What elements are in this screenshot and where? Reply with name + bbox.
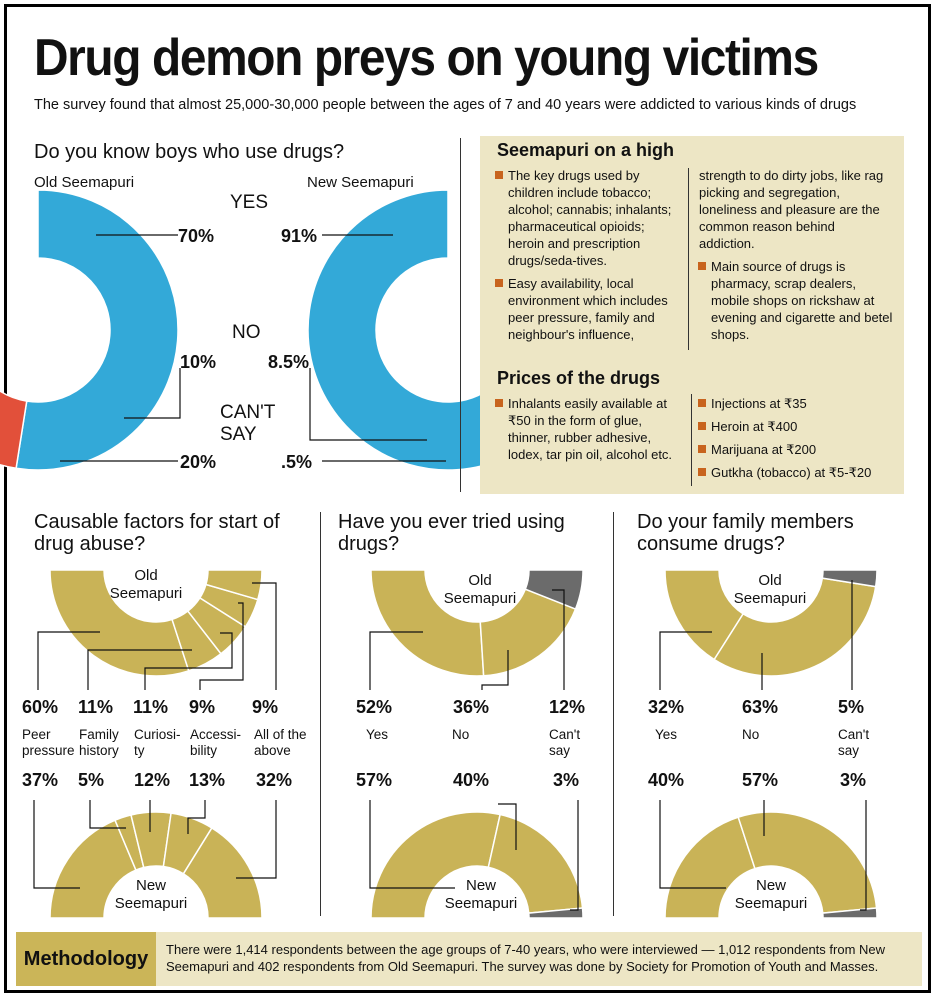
page-title: Drug demon preys on young victims — [34, 29, 819, 87]
infographic-frame — [4, 4, 931, 993]
divider-vertical-top — [460, 138, 461, 492]
f1-label-5: All of the above — [254, 727, 307, 758]
f2-new-name: New Seemapuri — [444, 877, 518, 912]
f3-label-1: Yes — [655, 727, 678, 742]
f2-new-pct-2: 40% — [453, 770, 490, 790]
f3-question: Do your family members consume drugs? — [637, 511, 854, 555]
f2-old-name: Old Seemapuri — [443, 572, 517, 607]
q1-old-slice-1 — [15, 189, 179, 471]
bullet-availability: Easy availability, local environment whi… — [494, 275, 682, 343]
f3-old-pct-3: 5% — [838, 697, 865, 717]
methodology-bar — [16, 932, 922, 986]
q1-no-label: NO — [232, 322, 261, 343]
f2-new-donut — [370, 811, 584, 919]
f1-label-2: Family history — [79, 727, 119, 758]
info-box-divider-2 — [691, 394, 692, 486]
f3-old-pct-2: 63% — [742, 697, 779, 717]
f2-new-slice-2 — [487, 813, 584, 914]
q1-old-no-pct: 10% — [180, 352, 217, 372]
q1-old-cant-pct: 20% — [180, 452, 217, 472]
f3-old-slice-2 — [713, 577, 877, 677]
q1-old-yes-pct: 70% — [178, 226, 215, 246]
methodology-text: There were 1,414 respondents between the… — [166, 942, 886, 974]
bullet-drugs-used: The key drugs used by children include t… — [494, 167, 682, 269]
prices-col2: Injections at ₹35 Heroin at ₹400 Marijua… — [697, 395, 897, 487]
leader-lines — [33, 234, 867, 911]
divider-vertical-right — [613, 512, 614, 916]
bullet-availability-cont: strength to do dirty jobs, like rag pick… — [699, 168, 884, 251]
q1-new-no-pct: 8.5% — [268, 352, 310, 372]
f1-old-name: Old Seemapuri — [109, 567, 183, 602]
page-subtitle: The survey found that almost 25,000-30,0… — [34, 97, 857, 113]
f2-old-pct-3: 12% — [549, 697, 586, 717]
f2-label-1: Yes — [366, 727, 389, 742]
q1-new-yes-pct: 91% — [281, 226, 318, 246]
f3-new-pct-2: 57% — [742, 770, 779, 790]
q1-new-name: New Seemapuri — [307, 174, 414, 191]
f3-old-pct-1: 32% — [648, 697, 685, 717]
q1-cant-say-label: CAN'T SAY — [220, 402, 276, 445]
f1-new-pct-1: 37% — [22, 770, 59, 790]
f1-label-3: Curiosi-ty — [134, 727, 181, 758]
prices-col1: Inhalants easily available at ₹50 in the… — [494, 395, 684, 469]
f3-new-pct-1: 40% — [648, 770, 685, 790]
q1-old-slice-2 — [0, 390, 28, 470]
q1-yes-label: YES — [230, 192, 269, 213]
f2-old-slice-1 — [370, 569, 485, 677]
f3-new-slice-2 — [737, 811, 878, 914]
q1-old-donut — [0, 189, 179, 471]
f1-old-pct-2: 11% — [78, 697, 114, 717]
prices-heading: Prices of the drugs — [497, 368, 661, 388]
f2-label-2: No — [452, 727, 470, 742]
f3-new-donut — [664, 811, 878, 919]
bullet-sources: Main source of drugs is pharmacy, scrap … — [697, 258, 893, 343]
f2-new-slice-3 — [527, 907, 584, 919]
f1-old-pct-4: 9% — [189, 697, 216, 717]
f2-new-pct-1: 57% — [356, 770, 393, 790]
f2-label-3: Can't say — [549, 727, 581, 758]
price-marijuana: Marijuana at ₹200 — [697, 441, 897, 458]
price-gutkha: Gutkha (tobacco) at ₹5-₹20 — [697, 464, 897, 481]
f1-old-slice-5 — [205, 569, 263, 601]
f3-label-3: Can't say — [838, 727, 870, 758]
f2-new-pct-3: 3% — [553, 770, 580, 790]
q1-old-name: Old Seemapuri — [34, 174, 135, 191]
f3-new-pct-3: 3% — [840, 770, 867, 790]
f2-old-donut — [370, 569, 584, 677]
f3-old-donut — [664, 569, 878, 677]
f3-new-slice-1 — [664, 816, 756, 919]
info-box — [480, 136, 904, 494]
info-box-col1: The key drugs used by children include t… — [494, 167, 682, 349]
f1-label-1: Peer pressure — [22, 727, 75, 758]
f3-old-name: Old Seemapuri — [733, 572, 807, 607]
f1-new-name: New Seemapuri — [114, 877, 188, 912]
f3-new-name: New Seemapuri — [734, 877, 808, 912]
f1-old-pct-1: 60% — [22, 697, 59, 717]
f2-old-pct-2: 36% — [453, 697, 490, 717]
f1-new-slice-5 — [182, 826, 263, 919]
f2-question: Have you ever tried using drugs? — [338, 511, 565, 555]
f3-label-2: No — [742, 727, 760, 742]
price-injections: Injections at ₹35 — [697, 395, 897, 412]
f1-new-donut — [49, 811, 263, 919]
q1-question: Do you know boys who use drugs? — [34, 141, 345, 163]
f1-old-pct-5: 9% — [252, 697, 279, 717]
info-box-col2: strength to do dirty jobs, like rag pick… — [697, 167, 893, 349]
info-box-heading: Seemapuri on a high — [497, 140, 675, 160]
f1-new-pct-2: 5% — [78, 770, 105, 790]
methodology-label: Methodology — [16, 932, 156, 986]
f1-new-pct-3: 12% — [134, 770, 171, 790]
q1-new-cant-pct: .5% — [281, 452, 313, 472]
info-box-divider-1 — [688, 168, 689, 350]
f3-old-slice-3 — [821, 569, 878, 588]
f1-question: Causable factors for start of drug abuse… — [34, 511, 280, 555]
f1-label-4: Accessi-bility — [190, 727, 242, 758]
f1-old-pct-3: 11% — [133, 697, 169, 717]
f1-new-pct-5: 32% — [256, 770, 293, 790]
price-inhalants: Inhalants easily available at ₹50 in the… — [494, 395, 684, 463]
f1-new-pct-4: 13% — [189, 770, 226, 790]
f2-old-pct-1: 52% — [356, 697, 393, 717]
price-heroin: Heroin at ₹400 — [697, 418, 897, 435]
divider-vertical-left — [320, 512, 321, 916]
